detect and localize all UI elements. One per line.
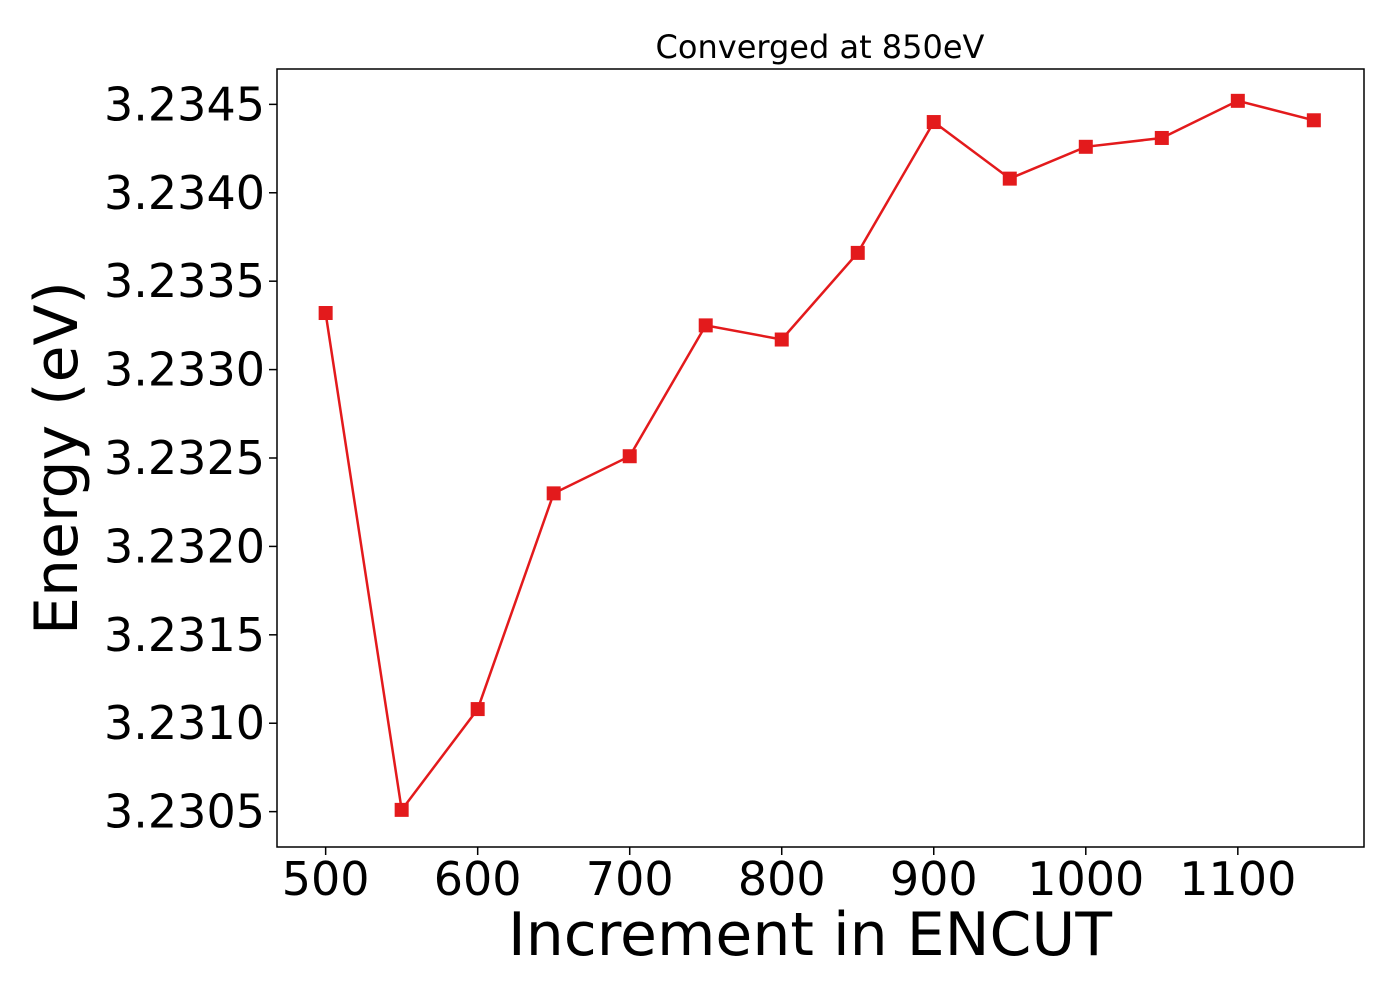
- data-point-marker: [1154, 130, 1169, 145]
- data-point-marker: [926, 115, 941, 130]
- x-tick-label: 800: [738, 852, 826, 906]
- y-tick-label: 3.2315: [104, 608, 265, 662]
- y-tick-label: 3.2340: [104, 166, 265, 220]
- y-tick-label: 3.2325: [104, 431, 265, 485]
- data-point-marker: [394, 802, 409, 817]
- x-tick-label: 500: [282, 852, 370, 906]
- plot-area-frame: [276, 68, 1365, 848]
- y-tick-label: 3.2305: [104, 785, 265, 839]
- y-axis-ticks: 3.2305 3.2310 3.2315 3.2320 3.2325 3.2330 3.23…: [104, 77, 277, 839]
- chart-title: Converged at 850eV: [656, 28, 985, 66]
- data-point-marker: [470, 702, 485, 717]
- x-axis-label: Increment in ENCUT: [508, 900, 1112, 970]
- data-point-marker: [318, 306, 333, 321]
- x-tick-label: 1100: [1179, 852, 1296, 906]
- data-point-marker: [698, 318, 713, 333]
- data-point-marker: [546, 486, 561, 501]
- series-line: [324, 99, 1315, 814]
- x-tick-label: 900: [890, 852, 978, 906]
- data-point-marker: [622, 449, 637, 464]
- data-point-marker: [1078, 139, 1093, 154]
- y-tick-label: 3.2345: [104, 77, 265, 131]
- y-tick-label: 3.2310: [104, 696, 265, 750]
- x-axis-ticks: 500 600 700 800 900 1000 1100: [282, 847, 1296, 906]
- y-tick-label: 3.2335: [104, 254, 265, 308]
- data-point-marker: [1002, 171, 1017, 186]
- x-tick-label: 700: [586, 852, 674, 906]
- data-point-marker: [850, 245, 865, 260]
- data-point-marker: [774, 332, 789, 347]
- data-point-marker: [1230, 93, 1245, 108]
- x-tick-label: 1000: [1027, 852, 1144, 906]
- y-axis-label: Energy (eV): [22, 281, 92, 635]
- y-tick-label: 3.2330: [104, 343, 265, 397]
- series-layer: [318, 93, 1321, 817]
- y-tick-label: 3.2320: [104, 519, 265, 573]
- data-point-marker: [1306, 113, 1321, 128]
- x-tick-label: 600: [434, 852, 522, 906]
